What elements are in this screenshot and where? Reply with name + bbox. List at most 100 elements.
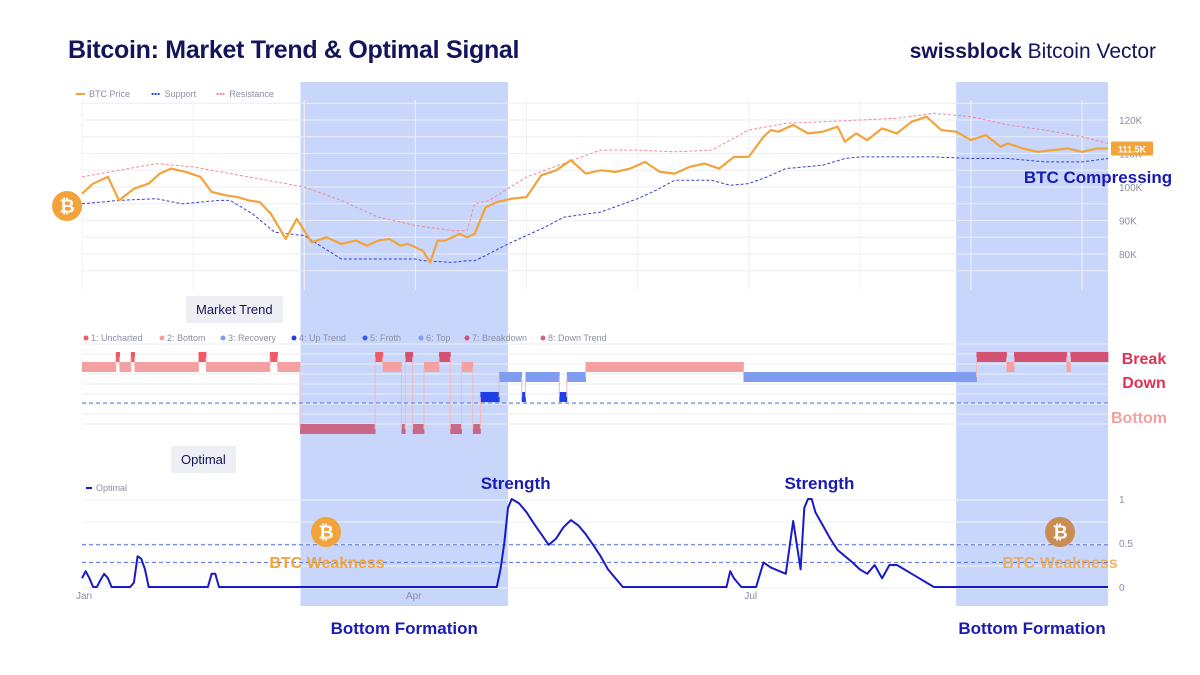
trend-state-cell <box>495 392 500 402</box>
trend-state-cell <box>1017 352 1022 362</box>
trend-state-cell <box>97 362 102 372</box>
trend-state-cell <box>664 362 669 372</box>
trend-state-cell <box>1010 362 1015 372</box>
trend-state-cell <box>480 392 485 402</box>
trend-state-cell <box>393 362 399 372</box>
legend-label: Support <box>165 89 197 99</box>
trend-state-cell <box>803 372 808 382</box>
trend-state-cell <box>521 392 526 402</box>
trend-state-cell <box>119 362 124 372</box>
trend-state-cell <box>574 372 579 382</box>
trend-state-cell <box>382 362 387 372</box>
trend-state-cell <box>160 362 166 372</box>
trend-state-cell <box>303 424 308 434</box>
trend-state-cell <box>544 372 549 382</box>
trend-state-cell <box>991 352 996 362</box>
trend-state-cell <box>1002 352 1007 362</box>
legend-label: BTC Price <box>89 89 130 99</box>
trend-state-cell <box>386 362 391 372</box>
trend-state-cell <box>905 372 910 382</box>
trend-state-cell <box>611 362 617 372</box>
trend-state-cell <box>766 372 771 382</box>
trend-state-cell <box>593 362 598 372</box>
trend-state-cell <box>863 372 868 382</box>
trend-state-cell <box>660 362 665 372</box>
trend-state-cell <box>916 372 921 382</box>
trend-state-cell <box>818 372 823 382</box>
trend-state-cell <box>1006 362 1011 372</box>
trend-state-cell <box>923 372 929 382</box>
trend-state-cell <box>1092 352 1098 362</box>
trend-state-cell <box>630 362 635 372</box>
trend-state-cell <box>1014 352 1019 362</box>
trend-state-cell <box>412 424 417 434</box>
trend-state-cell <box>1100 352 1105 362</box>
trend-state-cell <box>284 362 290 372</box>
support-line <box>81 156 1109 263</box>
trend-state-cell <box>1059 352 1064 362</box>
trend-state-cell <box>878 372 883 382</box>
trend-state-cell <box>882 372 887 382</box>
strength-annotation: Strength <box>481 474 551 493</box>
x-tick-label: Apr <box>406 591 422 602</box>
trend-state-cell <box>728 362 733 372</box>
y-tick-label: 1 <box>1119 495 1125 506</box>
trend-state-cell <box>848 372 853 382</box>
trend-state-cell <box>957 372 962 382</box>
trend-state-cell <box>269 352 275 362</box>
trend-state-cell <box>615 362 620 372</box>
trend-state-cell <box>299 424 305 434</box>
trend-state-cell <box>600 362 605 372</box>
trend-state-cell <box>935 372 940 382</box>
trend-state-cell <box>570 372 575 382</box>
trend-state-cell <box>1055 352 1060 362</box>
trend-state-cell <box>322 424 327 434</box>
trend-state-cell <box>1070 352 1075 362</box>
trend-state-cell <box>551 372 556 382</box>
trend-state-cell <box>484 392 489 402</box>
trend-state-cell <box>641 362 647 372</box>
bitcoin-icon-glyph: ₿ <box>1052 521 1067 542</box>
trend-state-cell <box>540 372 545 382</box>
trend-state-cell <box>450 424 455 434</box>
trend-state-cell <box>852 372 857 382</box>
break-down-annotation: Down <box>1122 375 1166 392</box>
trend-state-cell <box>897 372 902 382</box>
legend-label: 3: Recovery <box>228 333 277 343</box>
trend-state-cell <box>318 424 323 434</box>
trend-state-cell <box>247 362 252 372</box>
trend-state-cell <box>1066 362 1071 372</box>
trend-state-cell <box>563 392 568 402</box>
trend-state-cell <box>198 352 203 362</box>
break-down-annotation: Break <box>1122 351 1167 368</box>
trend-state-cell <box>145 362 151 372</box>
trend-state-cell <box>149 362 154 372</box>
trend-state-cell <box>190 362 196 372</box>
trend-state-cell <box>115 352 120 362</box>
trend-state-cell <box>1062 352 1068 362</box>
trend-state-cell <box>345 424 350 434</box>
trend-state-cell <box>841 372 846 382</box>
trend-state-cell <box>890 372 895 382</box>
trend-state-cell <box>187 362 192 372</box>
trend-state-cell <box>1081 352 1086 362</box>
trend-state-cell <box>811 372 816 382</box>
brand-name-rest: Bitcoin Vector <box>1021 40 1156 63</box>
legend-label: 6: Top <box>426 333 450 343</box>
legend-dot <box>220 335 226 341</box>
trend-state-cell <box>1021 352 1026 362</box>
trend-state-cell <box>623 362 628 372</box>
trend-state-cell <box>461 362 466 372</box>
trend-state-cell <box>442 352 447 362</box>
trend-state-cell <box>871 372 876 382</box>
trend-state-cell <box>465 362 470 372</box>
trend-state-cell <box>1051 352 1056 362</box>
trend-state-cell <box>946 372 951 382</box>
trend-state-cell <box>965 372 970 382</box>
trend-state-cell <box>401 424 406 434</box>
trend-state-cell <box>968 372 974 382</box>
trend-state-cell <box>1096 352 1101 362</box>
strength-annotation: Strength <box>784 474 854 493</box>
legend-label: 4: Up Trend <box>299 333 346 343</box>
